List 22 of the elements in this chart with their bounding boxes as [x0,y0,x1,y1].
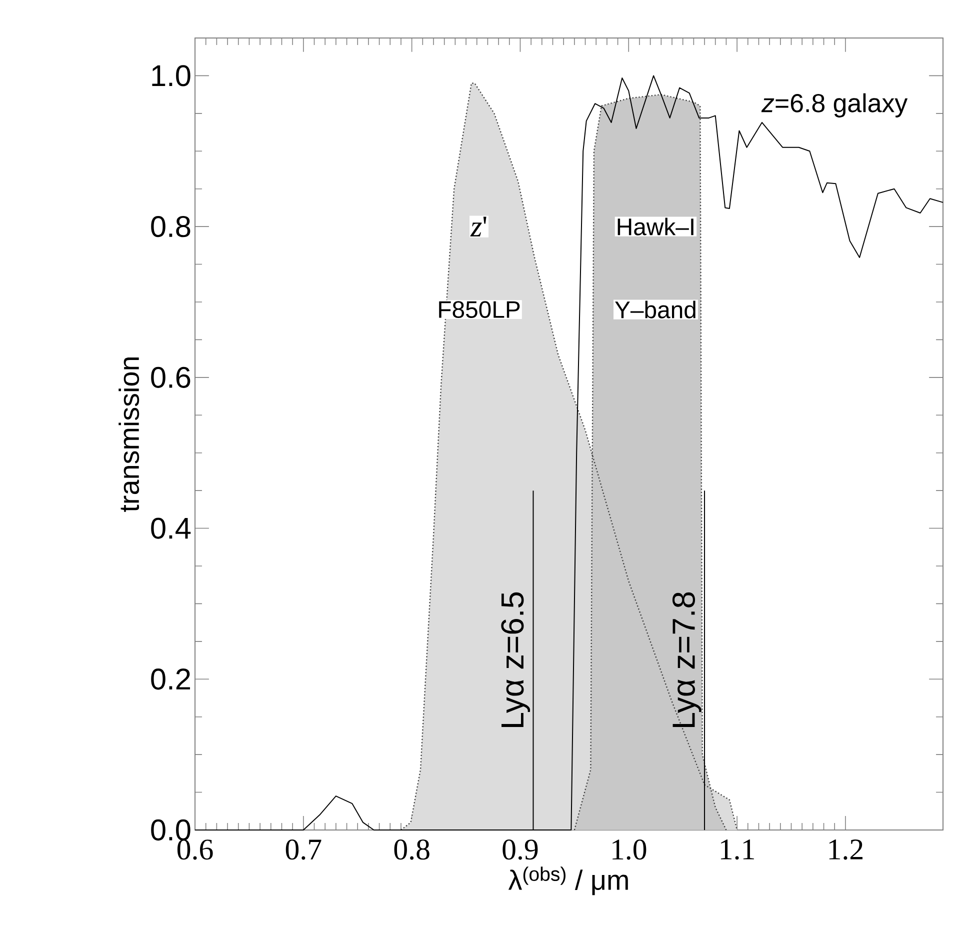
x-tick-label: 0.7 [286,840,322,860]
annotation: Hawk–I [618,218,694,236]
y-tick-label: 0.2 [151,668,190,690]
y-axis-title: transmission [118,358,140,512]
y-tick-label: 0.8 [151,216,190,238]
series-label: z=6.8 galaxy [761,93,908,118]
y-tick-label: 0.4 [151,518,191,539]
x-tick-label: 1.2 [829,839,862,860]
x-tick-label: 1.1 [720,839,754,860]
annotation: F850LP [439,301,520,318]
y-tick-label: 0.6 [151,366,190,388]
x-tick-label: 0.8 [394,840,430,860]
annotation: z' [470,216,486,236]
annotation: Lyα z=6.5 [501,592,530,727]
x-axis-title: λ$^{(obs)}$ / μm [508,866,628,896]
x-tick-label: 1.0 [612,840,646,860]
x-tick-label: 0.6 [177,840,213,860]
annotation: Y–band [615,300,696,318]
y-tick-label: 0.0 [151,819,190,841]
y-tick-label: 1.0 [152,65,190,86]
annotation: Lyα z=7.8 [672,592,702,727]
x-tick-label: 0.9 [502,840,538,860]
